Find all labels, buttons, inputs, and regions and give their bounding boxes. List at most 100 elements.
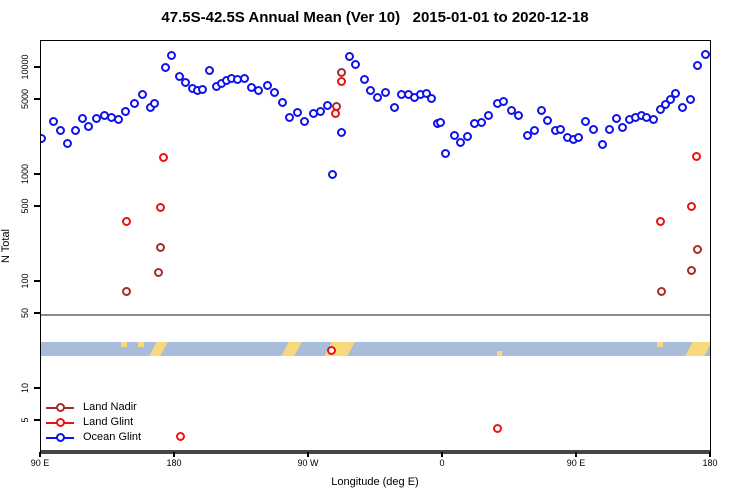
data-point-ocean-glint [455, 137, 465, 147]
data-point-ocean-glint [692, 61, 702, 71]
data-point-land-glint [155, 202, 165, 212]
data-point-ocean-glint [197, 85, 207, 95]
data-point-ocean-glint [323, 100, 333, 110]
data-point-land-glint [655, 216, 665, 226]
data-point-ocean-glint [581, 117, 591, 127]
data-point-ocean-glint [263, 80, 273, 90]
data-point-land-nadir [156, 243, 166, 253]
data-point-land-glint [493, 423, 503, 433]
data-point-ocean-glint [337, 127, 347, 137]
legend-label: Land Glint [83, 416, 134, 428]
data-point-ocean-glint [49, 117, 59, 127]
data-point-ocean-glint [277, 98, 287, 108]
data-point-ocean-glint [656, 105, 666, 115]
data-point-ocean-glint [661, 99, 671, 109]
x-tick [39, 452, 41, 457]
data-point-land-nadir [154, 267, 164, 277]
data-point-ocean-glint [426, 93, 436, 103]
legend-label: Ocean Glint [83, 431, 142, 443]
legend-label: Land Nadir [83, 401, 137, 413]
y-tick [34, 419, 40, 421]
data-point-land-nadir [692, 244, 702, 254]
data-point-ocean-glint [351, 60, 361, 70]
data-point-ocean-glint [366, 86, 376, 96]
data-point-ocean-glint [597, 139, 607, 149]
data-point-ocean-glint [529, 126, 539, 136]
y-tick [34, 173, 40, 175]
data-point-ocean-glint [180, 78, 190, 88]
data-point-ocean-glint [573, 133, 583, 143]
data-point-land-glint [326, 345, 336, 355]
data-point-land-glint [331, 109, 341, 119]
data-point-ocean-glint [149, 98, 159, 108]
data-point-land-glint [175, 431, 185, 441]
data-point-ocean-glint [166, 50, 176, 60]
x-tick-label: 90 W [297, 458, 319, 468]
y-tick [34, 98, 40, 100]
data-point-ocean-glint [293, 108, 303, 118]
reference-line-50 [41, 314, 710, 316]
data-point-land-glint [692, 151, 702, 161]
data-point-ocean-glint [160, 63, 170, 73]
data-point-land-nadir [657, 286, 667, 296]
data-point-ocean-glint [543, 116, 553, 126]
band-hot-patch [496, 351, 502, 356]
y-tick [34, 66, 40, 68]
data-point-land-glint [336, 76, 346, 86]
y-tick-label: 10000 [20, 54, 30, 80]
data-point-ocean-glint [300, 116, 310, 126]
data-point-ocean-glint [328, 170, 338, 180]
data-point-ocean-glint [671, 88, 681, 98]
y-tick-label: 5000 [20, 89, 30, 110]
data-point-ocean-glint [359, 74, 369, 84]
legend-marker-icon [55, 403, 65, 412]
y-tick [34, 280, 40, 282]
y-axis-label: N Total [0, 228, 12, 264]
band-hot-patch [120, 342, 128, 347]
legend-marker-icon [55, 418, 65, 427]
data-point-ocean-glint [677, 102, 687, 112]
data-point-ocean-glint [285, 112, 295, 122]
y-tick-label: 100 [20, 273, 30, 289]
data-point-ocean-glint [204, 66, 214, 76]
x-tick [173, 452, 175, 457]
data-point-ocean-glint [130, 99, 139, 109]
data-point-ocean-glint [239, 73, 249, 83]
data-point-land-nadir [121, 287, 131, 297]
data-point-ocean-glint [449, 130, 459, 140]
y-tick [34, 312, 40, 314]
legend-marker-icon [55, 433, 65, 442]
data-point-land-nadir [687, 266, 697, 276]
data-point-ocean-glint [441, 148, 451, 158]
y-tick-label: 50 [20, 308, 30, 319]
y-tick [34, 205, 40, 207]
x-tick [709, 452, 711, 457]
data-point-ocean-glint [536, 106, 546, 116]
data-point-ocean-glint [78, 113, 88, 123]
x-axis-label: Longitude (deg E) [331, 476, 419, 488]
data-point-ocean-glint [618, 122, 628, 132]
data-point-ocean-glint [137, 89, 147, 99]
data-point-ocean-glint [462, 131, 472, 141]
data-point-ocean-glint [344, 52, 354, 62]
y-tick-label: 500 [20, 198, 30, 214]
x-tick [575, 452, 577, 457]
data-point-ocean-glint [121, 106, 131, 116]
data-point-ocean-glint [589, 125, 599, 135]
data-point-ocean-glint [555, 125, 565, 135]
x-tick-label: 180 [166, 458, 182, 468]
data-point-ocean-glint [605, 125, 615, 135]
plot-area: Land Nadir Land Glint Ocean Glint [40, 40, 711, 455]
x-axis-line [41, 450, 710, 454]
data-point-ocean-glint [484, 110, 494, 120]
data-point-land-glint [121, 217, 131, 227]
data-point-ocean-glint [514, 111, 524, 121]
x-tick [307, 452, 309, 457]
x-tick-label: 180 [702, 458, 718, 468]
data-point-ocean-glint [666, 94, 676, 104]
data-point-ocean-glint [523, 130, 533, 140]
data-point-ocean-glint [315, 107, 325, 117]
chart-title: 47.5S-42.5S Annual Mean (Ver 10) 2015-01… [161, 9, 589, 26]
shaded-band [41, 342, 710, 356]
